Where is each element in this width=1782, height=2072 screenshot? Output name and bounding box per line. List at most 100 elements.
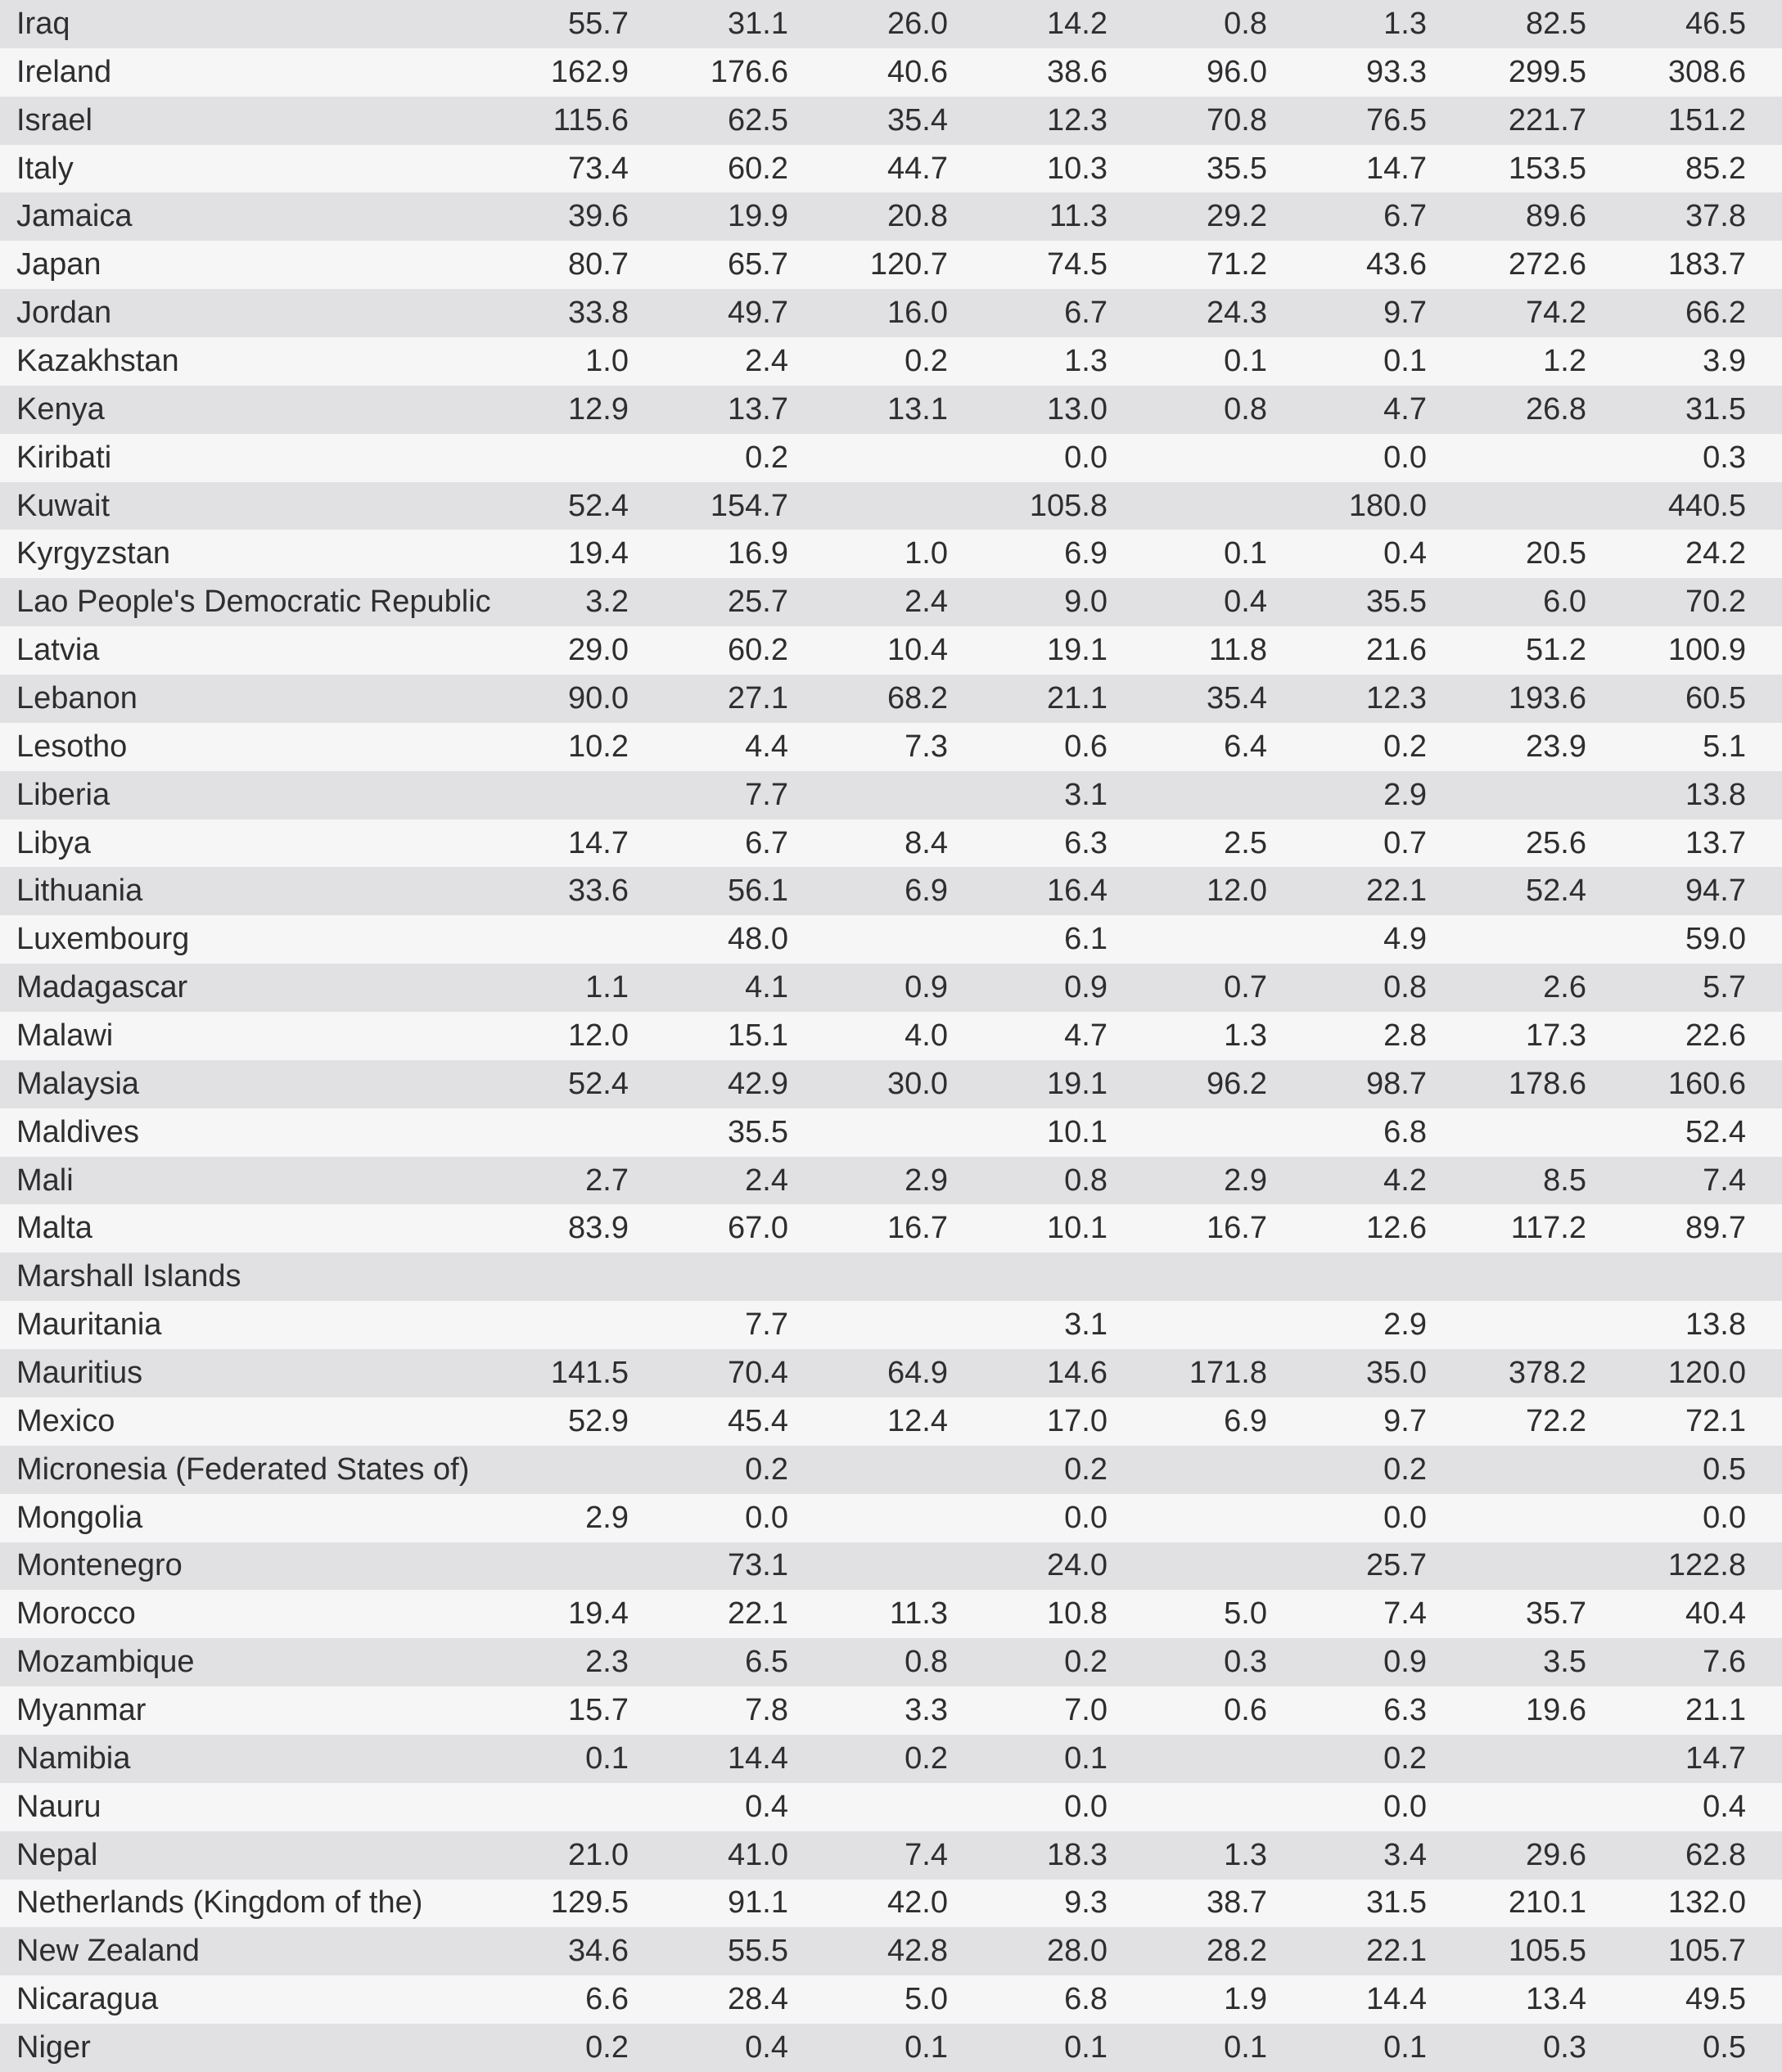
table-row: Nicaragua 6.6 28.4 5.0 6.8 1.9 14.4 13.4 49.5 [0, 1975, 1782, 2025]
value-cell: 89.7 [1685, 1211, 1746, 1246]
value-cell: 93.3 [1366, 54, 1427, 89]
value-cell: 2.9 [585, 1500, 629, 1535]
value-cell: 0.1 [1383, 343, 1427, 378]
value-cell: 0.0 [1064, 1789, 1108, 1824]
table-row: Lebanon 90.0 27.1 68.2 21.1 35.4 12.3 193.6 60.5 [0, 675, 1782, 723]
value-cell: 11.3 [1049, 199, 1108, 234]
value-cell: 4.7 [1383, 391, 1427, 427]
value-cell: 85.2 [1685, 151, 1746, 186]
value-cell: 6.8 [1064, 1982, 1108, 2017]
value-cell: 29.2 [1207, 199, 1267, 234]
value-cell: 6.7 [745, 825, 788, 860]
value-cell: 7.4 [905, 1837, 948, 1872]
value-cell: 22.1 [728, 1596, 788, 1632]
value-cell: 21.0 [568, 1837, 629, 1872]
table-row: Israel 115.6 62.5 35.4 12.3 70.8 76.5 221.7 151.… [0, 96, 1782, 145]
value-cell [788, 482, 948, 530]
value-cell: 80.7 [568, 247, 629, 282]
table-row: Luxembourg 48.0 6.1 4.9 59.0 [0, 915, 1782, 964]
value-cell: 7.7 [745, 1307, 788, 1343]
value-cell: 1.0 [585, 343, 629, 378]
table-row: Nauru 0.4 0.0 0.0 0.4 [0, 1782, 1782, 1831]
value-cell: 0.4 [745, 2030, 788, 2065]
value-cell: 210.1 [1508, 1885, 1586, 1921]
value-cell: 6.7 [1064, 296, 1108, 331]
value-cell: 13.4 [1526, 1982, 1586, 2017]
value-cell: 7.4 [1703, 1162, 1746, 1198]
value-cell: 122.8 [1667, 1548, 1746, 1583]
table-row: Niger 0.2 0.4 0.1 0.1 0.1 0.1 0.3 0.5 [0, 2024, 1782, 2072]
value-cell: 19.9 [728, 199, 788, 234]
value-cell [469, 1542, 629, 1591]
value-cell: 6.3 [1383, 1693, 1427, 1727]
value-cell: 44.7 [887, 151, 948, 186]
value-cell: 12.0 [1207, 873, 1267, 909]
country-name-cell: Lao People's Democratic Republic [16, 585, 491, 620]
value-cell: 35.0 [1366, 1355, 1427, 1390]
value-cell: 0.1 [1224, 343, 1267, 378]
value-cell: 20.5 [1526, 536, 1586, 571]
value-cell: 14.4 [1366, 1982, 1427, 2017]
value-cell [1427, 1253, 1586, 1301]
value-cell: 5.0 [1224, 1596, 1267, 1632]
value-cell: 10.8 [1047, 1596, 1108, 1632]
country-name-cell: Mauritius [16, 1355, 143, 1390]
value-cell: 105.5 [1508, 1934, 1586, 1969]
value-cell: 24.0 [1047, 1548, 1108, 1583]
value-cell: 0.8 [1224, 391, 1267, 427]
value-cell [1586, 1253, 1782, 1301]
value-cell: 8.5 [1543, 1162, 1586, 1198]
value-cell: 14.7 [568, 825, 629, 860]
value-cell: 0.1 [1064, 1740, 1108, 1776]
value-cell: 7.0 [1064, 1693, 1108, 1727]
value-cell [469, 1253, 629, 1301]
table-row: Malawi 12.0 15.1 4.0 4.7 1.3 2.8 17.3 22.6 [0, 1012, 1782, 1060]
value-cell [1427, 915, 1586, 964]
country-name-cell: Lebanon [16, 680, 138, 715]
value-cell: 13.1 [887, 391, 948, 427]
value-cell: 0.8 [905, 1645, 948, 1680]
value-cell: 9.7 [1383, 1403, 1427, 1438]
value-cell: 18.3 [1047, 1837, 1108, 1872]
value-cell: 7.4 [1383, 1596, 1427, 1632]
table-row: Malta 83.9 67.0 16.7 10.1 16.7 12.6 117.2 89.7 [0, 1204, 1782, 1253]
value-cell: 35.5 [1207, 151, 1267, 186]
country-name-cell: Mali [16, 1162, 74, 1198]
value-cell: 6.7 [1383, 199, 1427, 234]
value-cell: 160.6 [1667, 1066, 1746, 1101]
table-row: Kazakhstan 1.0 2.4 0.2 1.3 0.1 0.1 1.2 3.9 [0, 337, 1782, 386]
value-cell: 0.1 [905, 2030, 948, 2065]
table-row: Maldives 35.5 10.1 6.8 52.4 [0, 1108, 1782, 1157]
value-cell: 0.1 [1224, 536, 1267, 571]
table-row: Myanmar 15.7 7.8 3.3 7.0 0.6 6.3 19.6 21.1 [0, 1686, 1782, 1735]
value-cell: 272.6 [1508, 247, 1586, 282]
value-cell: 67.0 [728, 1211, 788, 1246]
value-cell: 1.3 [1224, 1018, 1267, 1053]
table-row: Liberia 7.7 3.1 2.9 13.8 [0, 770, 1782, 819]
value-cell: 14.7 [1685, 1740, 1746, 1776]
table-row: Jordan 33.8 49.7 16.0 6.7 24.3 9.7 74.2 66.2 [0, 289, 1782, 338]
value-cell: 176.6 [710, 54, 788, 89]
value-cell: 120.0 [1667, 1355, 1746, 1390]
table-row: Iraq 55.7 31.1 26.0 14.2 0.8 1.3 82.5 46.5 [0, 0, 1782, 48]
value-cell: 0.3 [1543, 2030, 1586, 2065]
value-cell: 12.0 [568, 1018, 629, 1053]
value-cell [1108, 771, 1267, 819]
value-cell: 12.3 [1366, 680, 1427, 715]
value-cell: 120.7 [869, 247, 948, 282]
value-cell: 17.3 [1526, 1018, 1586, 1053]
value-cell: 7.6 [1703, 1645, 1746, 1680]
value-cell: 11.8 [1208, 633, 1267, 668]
value-cell: 66.2 [1685, 296, 1746, 331]
value-cell: 0.1 [1224, 2030, 1267, 2065]
country-name-cell: Montenegro [16, 1548, 183, 1583]
value-cell: 9.3 [1064, 1885, 1108, 1921]
table-row: Jamaica 39.6 19.9 20.8 11.3 29.2 6.7 89.6 37.8 [0, 192, 1782, 242]
value-cell: 12.9 [568, 391, 629, 427]
country-name-cell: Kuwait [16, 488, 111, 523]
value-cell: 42.0 [887, 1885, 948, 1921]
country-name-cell: Micronesia (Federated States of) [16, 1451, 470, 1487]
value-cell: 19.4 [568, 536, 629, 571]
value-cell [1427, 1735, 1586, 1783]
value-cell: 1.1 [585, 970, 629, 1005]
